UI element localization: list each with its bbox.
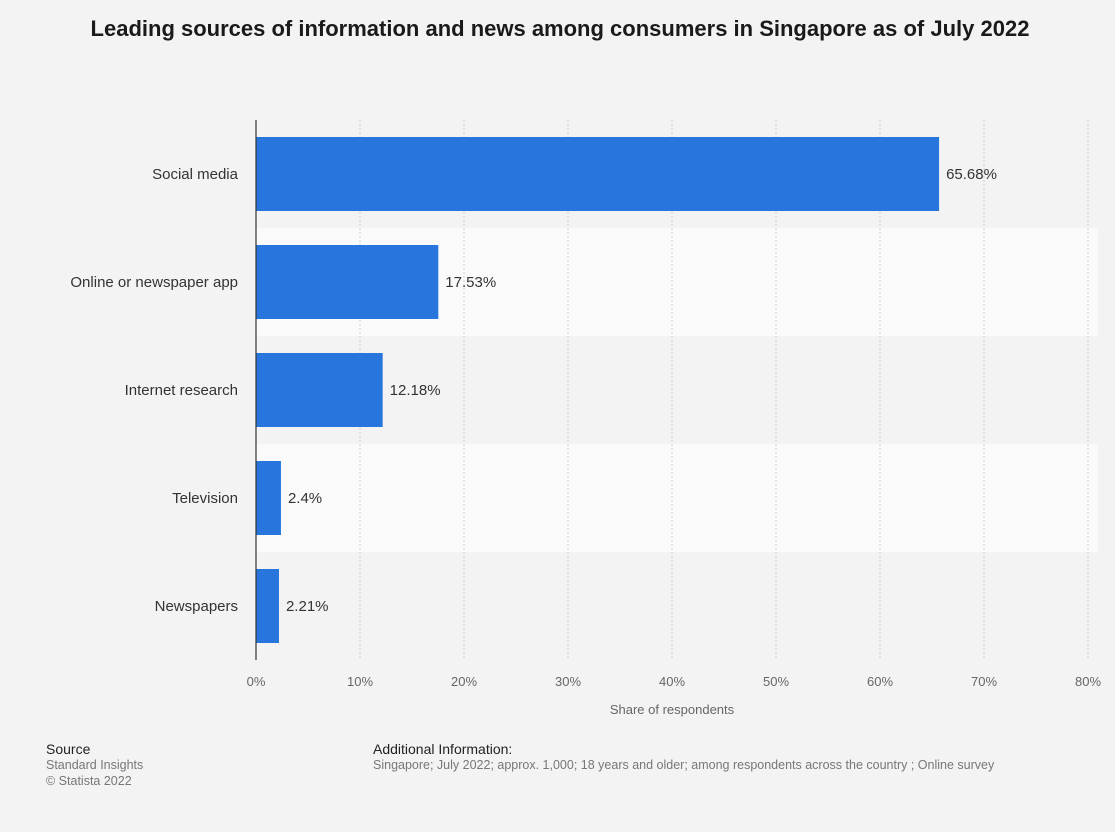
x-tick-label: 20%	[451, 674, 477, 689]
category-label: Online or newspaper app	[70, 274, 238, 291]
x-tick-label: 30%	[555, 674, 581, 689]
x-axis-title: Share of respondents	[610, 702, 735, 717]
additional-info-text: Singapore; July 2022; approx. 1,000; 18 …	[373, 758, 995, 772]
category-label: Internet research	[125, 382, 238, 399]
value-labels: 65.68% 17.53% 12.18% 2.4% 2.21%	[286, 166, 997, 615]
additional-info-block: Additional Information: Singapore; July …	[373, 741, 994, 773]
x-tick-labels: 0% 10% 20% 30% 40% 50% 60% 70% 80%	[247, 674, 1102, 689]
value-label: 17.53%	[445, 274, 496, 291]
bar	[256, 569, 279, 643]
chart-title: Leading sources of information and news …	[90, 16, 1030, 41]
row-band	[256, 444, 1098, 552]
x-tick-label: 10%	[347, 674, 373, 689]
category-label: Television	[172, 490, 238, 507]
x-tick-label: 0%	[247, 674, 266, 689]
bar-chart: Social media Online or newspaper app Inter…	[70, 120, 1102, 717]
source-block: Source Standard Insights © Statista 2022	[46, 741, 143, 789]
x-tick-label: 80%	[1075, 674, 1101, 689]
x-tick-label: 70%	[971, 674, 997, 689]
bar	[256, 245, 439, 319]
additional-info-heading: Additional Information:	[373, 741, 513, 757]
value-label: 2.21%	[286, 598, 329, 615]
bars	[256, 137, 940, 643]
source-heading: Source	[46, 741, 91, 757]
category-label: Social media	[152, 166, 239, 183]
category-label: Newspapers	[155, 598, 238, 615]
row-bands	[256, 120, 1098, 660]
bar	[256, 137, 940, 211]
bar	[256, 353, 383, 427]
source-line: Standard Insights	[46, 758, 144, 772]
copyright-line: © Statista 2022	[46, 774, 132, 788]
row-band	[256, 552, 1098, 660]
bar	[256, 461, 281, 535]
value-label: 2.4%	[288, 490, 322, 507]
x-tick-label: 60%	[867, 674, 893, 689]
row-band	[256, 336, 1098, 444]
category-labels: Social media Online or newspaper app Inter…	[70, 166, 238, 615]
value-label: 65.68%	[946, 166, 997, 183]
value-label: 12.18%	[390, 382, 441, 399]
x-tick-label: 50%	[763, 674, 789, 689]
x-tick-label: 40%	[659, 674, 685, 689]
